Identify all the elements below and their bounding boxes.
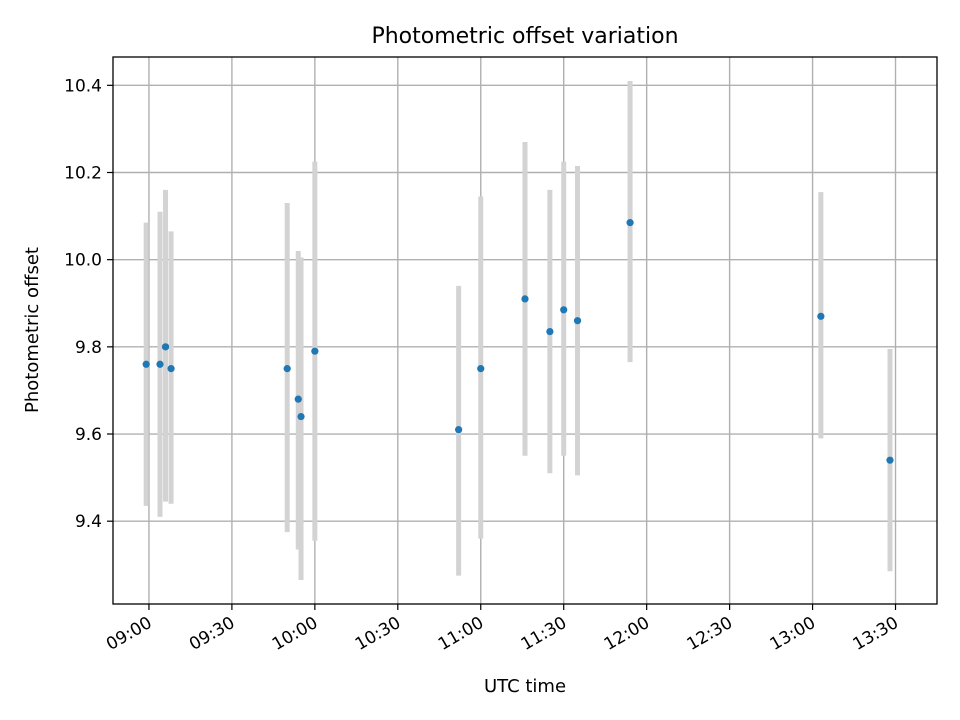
x-tick-label: 13:00: [767, 613, 819, 655]
y-tick-label: 10.2: [64, 164, 102, 184]
y-tick-label: 10.4: [64, 76, 102, 96]
x-tick-label: 09:00: [103, 613, 155, 655]
data-point: [546, 327, 554, 336]
x-tick-label: 10:30: [352, 613, 404, 655]
data-point: [817, 312, 825, 320]
data-point: [521, 295, 529, 303]
error-bars: [143, 80, 893, 581]
y-axis-label: Photometric offset: [22, 247, 43, 413]
data-point: [283, 365, 291, 373]
plot-frame: [112, 56, 938, 605]
data-point: [297, 412, 305, 421]
data-point: [294, 395, 302, 403]
x-tick-label: 12:30: [684, 613, 736, 655]
x-axis-label: UTC time: [484, 676, 566, 697]
data-point: [560, 306, 568, 314]
y-tick-label: 9.8: [75, 338, 102, 358]
data-point: [311, 347, 319, 355]
x-tick-label: 11:30: [518, 613, 570, 655]
y-tick-label: 9.6: [75, 425, 102, 445]
x-tick-label: 12:00: [601, 613, 653, 655]
x-tick-label: 11:00: [435, 613, 487, 655]
data-point: [477, 365, 485, 373]
x-tick-label: 10:00: [269, 613, 321, 655]
y-tick-label: 9.4: [75, 512, 102, 532]
data-point: [167, 365, 175, 373]
x-tick-label: 09:30: [186, 613, 238, 655]
x-tick-label: 13:30: [850, 613, 902, 655]
y-axis-ticks: 9.4 9.6 9.8 10.0 10.2 10.4: [64, 76, 113, 532]
data-point: [573, 317, 582, 325]
data-point: [626, 219, 634, 227]
x-axis-ticks: 09:00 09:30 10:00 10:30 11:00 11:30 12:00 12:30…: [103, 604, 902, 655]
y-tick-label: 10.0: [64, 251, 102, 271]
data-point: [156, 360, 164, 368]
data-point: [161, 343, 170, 351]
data-point: [455, 426, 463, 434]
data-point: [142, 360, 150, 368]
data-points: [142, 219, 894, 464]
data-point: [886, 456, 894, 464]
chart-title: Photometric offset variation: [371, 24, 678, 49]
